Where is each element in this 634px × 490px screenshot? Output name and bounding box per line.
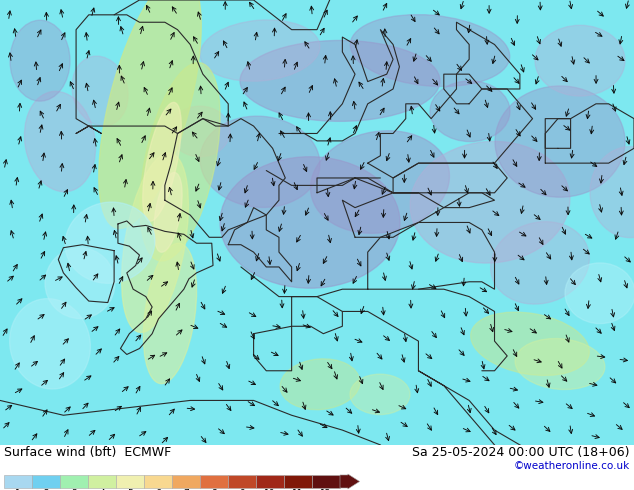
Text: 12: 12	[320, 489, 332, 490]
Ellipse shape	[350, 15, 510, 87]
Text: 2: 2	[43, 489, 49, 490]
Ellipse shape	[240, 41, 440, 122]
Bar	[32, 475, 60, 488]
Ellipse shape	[45, 248, 115, 318]
Bar	[60, 475, 88, 488]
Ellipse shape	[410, 142, 570, 263]
Ellipse shape	[515, 339, 605, 390]
Bar	[228, 475, 256, 488]
Ellipse shape	[140, 63, 220, 261]
Ellipse shape	[25, 92, 96, 192]
Ellipse shape	[311, 131, 450, 233]
Ellipse shape	[122, 153, 188, 332]
Text: 6: 6	[155, 489, 161, 490]
Ellipse shape	[350, 374, 410, 415]
Ellipse shape	[10, 298, 91, 389]
Text: 4: 4	[99, 489, 105, 490]
Ellipse shape	[143, 102, 181, 221]
Bar	[116, 475, 144, 488]
Text: 11: 11	[292, 489, 304, 490]
Text: 7: 7	[183, 489, 189, 490]
Bar	[172, 475, 200, 488]
Bar	[200, 475, 228, 488]
Text: Surface wind (bft)  ECMWF: Surface wind (bft) ECMWF	[4, 446, 171, 459]
Ellipse shape	[280, 359, 360, 410]
Text: 9: 9	[239, 489, 245, 490]
FancyArrow shape	[340, 474, 359, 489]
Ellipse shape	[143, 243, 197, 384]
Text: 1: 1	[15, 489, 21, 490]
Ellipse shape	[220, 157, 400, 288]
Ellipse shape	[65, 202, 155, 283]
Text: 5: 5	[127, 489, 133, 490]
Bar	[88, 475, 116, 488]
Ellipse shape	[470, 312, 590, 375]
Text: 8: 8	[211, 489, 217, 490]
Bar	[4, 475, 32, 488]
Bar	[284, 475, 312, 488]
Ellipse shape	[200, 116, 320, 207]
Ellipse shape	[99, 0, 201, 228]
Ellipse shape	[430, 81, 510, 142]
Text: 10: 10	[264, 489, 276, 490]
Ellipse shape	[495, 86, 625, 197]
Bar	[256, 475, 284, 488]
Text: ©weatheronline.co.uk: ©weatheronline.co.uk	[514, 461, 630, 471]
Ellipse shape	[154, 172, 182, 252]
Ellipse shape	[565, 263, 634, 323]
Ellipse shape	[72, 56, 128, 126]
Bar	[144, 475, 172, 488]
Text: Sa 25-05-2024 00:00 UTC (18+06): Sa 25-05-2024 00:00 UTC (18+06)	[413, 446, 630, 459]
Ellipse shape	[170, 106, 230, 157]
Bar	[312, 475, 340, 488]
Ellipse shape	[200, 20, 320, 81]
Ellipse shape	[10, 20, 70, 101]
Ellipse shape	[491, 221, 590, 304]
Ellipse shape	[535, 25, 625, 96]
Ellipse shape	[590, 147, 634, 238]
Text: 3: 3	[71, 489, 77, 490]
